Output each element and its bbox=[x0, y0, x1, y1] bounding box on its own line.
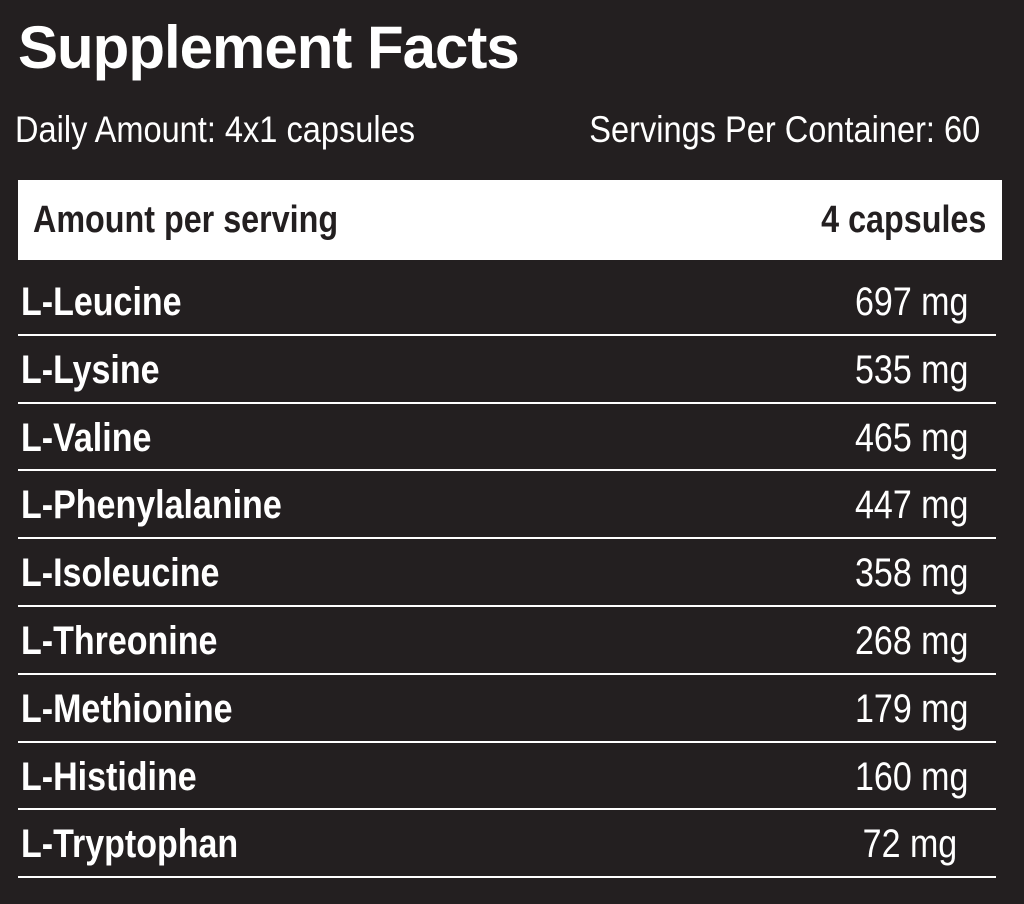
nutrient-name: L-Isoleucine bbox=[21, 551, 220, 596]
daily-amount-text: Daily Amount: 4x1 capsules bbox=[15, 109, 415, 150]
nutrient-row: L-Isoleucine 358 mg bbox=[18, 539, 996, 607]
amount-per-serving-label: Amount per serving bbox=[33, 199, 339, 241]
nutrient-amount: 72 mg bbox=[862, 822, 957, 867]
nutrient-name: L-Phenylalanine bbox=[21, 483, 282, 528]
nutrient-row: L-Threonine 268 mg bbox=[18, 607, 996, 675]
nutrient-name: L-Leucine bbox=[21, 280, 182, 324]
nutrient-row: L-Methionine 179 mg bbox=[18, 675, 996, 743]
serving-size-value: 4 capsules bbox=[820, 199, 986, 241]
nutrient-row: L-Lysine 535 mg bbox=[18, 336, 996, 404]
nutrient-amount: 160 mg bbox=[854, 754, 968, 799]
nutrient-amount: 358 mg bbox=[854, 551, 968, 596]
nutrient-row: L-Leucine 697 mg bbox=[18, 268, 996, 336]
nutrient-row: L-Phenylalanine 447 mg bbox=[18, 471, 996, 540]
nutrient-name: L-Methionine bbox=[21, 686, 233, 731]
nutrient-amount: 268 mg bbox=[854, 618, 968, 663]
nutrient-row: L-Histidine 160 mg bbox=[18, 743, 996, 811]
amount-per-serving-header: Amount per serving 4 capsules bbox=[18, 180, 1002, 260]
nutrient-amount: 535 mg bbox=[854, 347, 968, 392]
nutrient-name: L-Tryptophan bbox=[21, 822, 239, 867]
nutrient-name: L-Histidine bbox=[21, 754, 197, 799]
nutrient-amount: 697 mg bbox=[854, 280, 968, 324]
nutrient-amount: 465 mg bbox=[854, 415, 968, 460]
nutrient-list: L-Leucine 697 mg L-Lysine 535 mg L-Valin… bbox=[18, 268, 996, 879]
nutrient-name: L-Threonine bbox=[21, 618, 218, 663]
nutrient-amount: 179 mg bbox=[854, 686, 968, 731]
nutrient-name: L-Lysine bbox=[21, 347, 160, 392]
nutrient-row: L-Valine 465 mg bbox=[18, 404, 996, 472]
servings-per-container-text: Servings Per Container: 60 bbox=[589, 109, 980, 150]
label-title: Supplement Facts bbox=[18, 14, 520, 81]
nutrient-amount: 447 mg bbox=[854, 483, 968, 528]
nutrient-row: L-Tryptophan 72 mg bbox=[18, 810, 996, 879]
nutrient-name: L-Valine bbox=[21, 415, 152, 460]
